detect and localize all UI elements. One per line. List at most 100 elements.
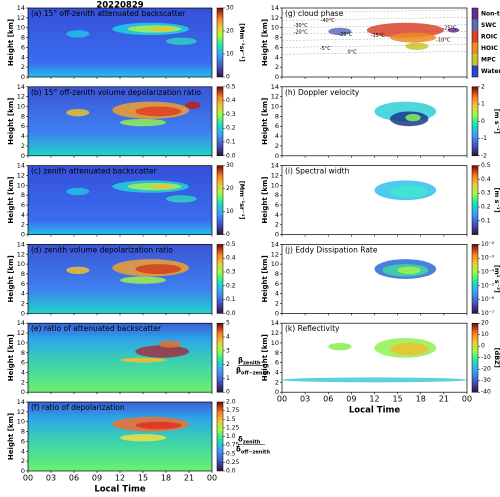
y-tick-label: 10 <box>17 181 25 189</box>
colorbar-tick-label: 4 <box>226 334 230 341</box>
panel: (b) 15° off-zenith volume depolarization… <box>7 83 236 160</box>
echo <box>328 342 352 351</box>
panel: (f) ratio of depolarization 0 2 4 68 10 12 14He… <box>7 398 270 495</box>
colorbar <box>216 244 224 314</box>
colorbar-tick-label: -30 <box>481 377 491 384</box>
y-tick-label: 2 <box>275 378 279 386</box>
echo <box>282 377 467 383</box>
class-swatch <box>472 31 478 43</box>
y-tick-label: 2 <box>275 142 279 150</box>
y-tick-label: 6 <box>21 43 25 51</box>
colorbar-tick-label: 0.4 <box>226 97 236 104</box>
y-tick-label: 12 <box>271 329 279 337</box>
isotherm-label: -40°C <box>321 18 336 24</box>
y-tick-label: 2 <box>21 457 25 465</box>
colorbar-label-sub: zenith <box>243 439 261 445</box>
x-tick-label: 18 <box>161 474 171 483</box>
y-tick-label: 4 <box>21 53 25 61</box>
echo <box>66 187 90 196</box>
y-tick-label: 14 <box>17 240 25 248</box>
y-tick-label: 8 <box>275 112 279 120</box>
y-tick-label: 2 <box>275 63 279 71</box>
colorbar-tick-label: 0.5 <box>481 162 491 169</box>
colorbar <box>216 86 224 157</box>
isotherm-label: 0°C <box>348 49 358 55</box>
echo <box>158 340 182 348</box>
y-tick-label: 14 <box>271 319 279 327</box>
x-tick-label: 06 <box>69 474 79 483</box>
y-tick-label: 10 <box>271 260 279 268</box>
y-tick-label: 2 <box>21 142 25 150</box>
isotherm-label: -25°C <box>442 26 457 32</box>
y-tick-label: 8 <box>21 270 25 278</box>
x-tick-label: 03 <box>46 474 56 483</box>
isotherm-label: -5°C <box>320 46 331 52</box>
panel-title: (a) 15° off-zenith attenuated backscatte… <box>31 9 186 18</box>
y-tick-label: 0 <box>21 73 25 81</box>
panel-title: (i) Spectral width <box>285 167 350 176</box>
colorbar-tick-label: 0.0 <box>226 152 236 159</box>
plot-area <box>282 86 467 156</box>
colorbar-tick-label: -20 <box>481 366 491 373</box>
colorbar-tick-label: 0.2 <box>226 282 236 289</box>
echo <box>389 185 429 198</box>
y-tick-label: 12 <box>17 250 25 258</box>
y-tick-label: 12 <box>17 14 25 22</box>
colorbar-tick-label: 30 <box>226 5 234 12</box>
colorbar-tick-label: 0.3 <box>226 269 236 276</box>
panel-title: (f) ratio of depolarization <box>31 403 125 412</box>
colorbar-tick-label: 0 <box>481 118 485 125</box>
colorbar-tick-label: 0.5 <box>226 241 236 248</box>
x-axis-label: Local Time <box>94 485 145 495</box>
colorbar-tick-label: -1 <box>481 135 487 142</box>
y-tick-label: 6 <box>21 201 25 209</box>
y-tick-label: 12 <box>17 93 25 101</box>
echo <box>405 42 429 50</box>
class-label: ROIC <box>481 33 498 40</box>
y-tick-label: 14 <box>271 4 279 12</box>
x-tick-label: 00 <box>277 395 287 404</box>
y-tick-label: 10 <box>17 24 25 32</box>
y-tick-label: 4 <box>21 132 25 140</box>
y-tick-label: 8 <box>21 349 25 357</box>
y-tick-label: 6 <box>21 280 25 288</box>
y-tick-label: 8 <box>275 349 279 357</box>
y-tick-label: 12 <box>271 171 279 179</box>
colorbar-tick-label: 10 <box>226 51 234 58</box>
y-axis-label: Height [km] <box>261 19 269 66</box>
y-tick-label: 0 <box>275 388 279 396</box>
y-tick-label: 10 <box>271 181 279 189</box>
isotherm-label: -25°C <box>338 32 353 38</box>
x-tick-label: 15 <box>138 474 148 483</box>
isotherm-label: -15°C <box>371 33 386 39</box>
colorbar-label: [Mm⁻¹sr⁻¹] <box>238 181 246 220</box>
y-tick-label: 12 <box>271 93 279 101</box>
y-tick-label: 6 <box>21 359 25 367</box>
y-axis-label: Height [km] <box>261 334 269 381</box>
colorbar-tick-label: 1.0 <box>226 433 236 440</box>
y-tick-label: 14 <box>271 83 279 91</box>
y-tick-label: 8 <box>275 270 279 278</box>
colorbar-tick-label: 0 <box>226 389 230 396</box>
y-axis-label: Height [km] <box>261 98 269 145</box>
colorbar-tick-label: 0.0 <box>226 310 236 317</box>
x-tick-label: 00 <box>462 395 472 404</box>
x-tick-label: 12 <box>369 395 379 404</box>
x-tick-label: 21 <box>439 395 449 404</box>
echo <box>135 421 182 430</box>
colorbar-tick-label: 3 <box>226 347 230 354</box>
colorbar-label: [Mm⁻¹sr⁻¹] <box>238 23 246 62</box>
y-tick-label: 14 <box>17 162 25 170</box>
y-tick-label: 8 <box>21 112 25 120</box>
plot-area <box>28 402 212 471</box>
y-tick-label: 2 <box>21 378 25 386</box>
y-tick-label: 6 <box>275 43 279 51</box>
colorbar-tick-label: 0.5 <box>226 450 236 457</box>
colorbar-tick-label: 2.0 <box>226 399 236 406</box>
colorbar-tick-label: 5 <box>226 320 230 327</box>
plot-area <box>28 244 212 314</box>
y-tick-label: 6 <box>275 201 279 209</box>
class-swatch <box>472 8 478 20</box>
colorbar-tick-label: 1 <box>481 101 485 108</box>
colorbar-tick-label: 0.75 <box>226 442 240 449</box>
